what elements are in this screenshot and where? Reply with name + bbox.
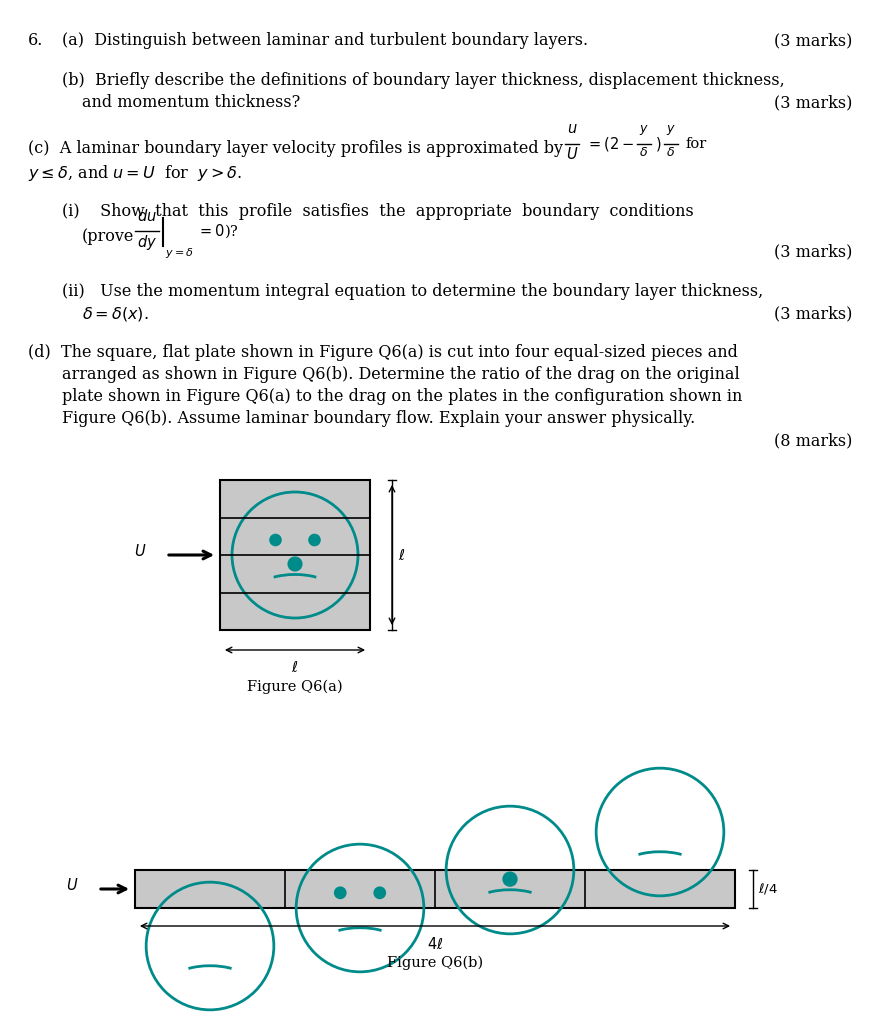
Circle shape (503, 871, 518, 887)
Text: (b)  Briefly describe the definitions of boundary layer thickness, displacement : (b) Briefly describe the definitions of … (62, 72, 785, 89)
Bar (220, 480, 370, 630)
Text: $U$: $U$ (566, 146, 578, 162)
Text: 6.: 6. (28, 32, 44, 49)
Text: $\delta$: $\delta$ (640, 146, 649, 159)
Text: Figure Q6(a): Figure Q6(a) (247, 680, 343, 694)
Text: $y\leq\delta$, and $u=U$  for  $y>\delta$.: $y\leq\delta$, and $u=U$ for $y>\delta$. (28, 163, 242, 183)
Text: $\delta$: $\delta$ (666, 146, 675, 159)
Text: $)$: $)$ (655, 135, 661, 153)
Text: $y$: $y$ (666, 123, 676, 137)
Text: (3 marks): (3 marks) (773, 32, 852, 49)
Circle shape (373, 887, 386, 899)
Text: (3 marks): (3 marks) (773, 305, 852, 322)
Text: Figure Q6(b): Figure Q6(b) (387, 956, 483, 971)
Text: $du$: $du$ (137, 208, 157, 224)
Circle shape (269, 534, 282, 546)
Text: $\delta=\delta(x)$.: $\delta=\delta(x)$. (82, 305, 149, 323)
Text: and momentum thickness?: and momentum thickness? (82, 94, 300, 111)
Circle shape (288, 556, 303, 571)
Text: $U$: $U$ (134, 543, 146, 559)
Circle shape (308, 534, 321, 546)
Text: (a)  Distinguish between laminar and turbulent boundary layers.: (a) Distinguish between laminar and turb… (62, 32, 588, 49)
Text: $y=\delta$: $y=\delta$ (165, 246, 194, 260)
Circle shape (334, 887, 347, 899)
Bar (135, 870, 735, 908)
Text: $4\ell$: $4\ell$ (427, 936, 443, 952)
Text: $y$: $y$ (639, 123, 649, 137)
Text: (3 marks): (3 marks) (773, 243, 852, 260)
Text: $= (2-$: $= (2-$ (586, 135, 634, 153)
Text: (prove: (prove (82, 228, 135, 245)
Text: (i)    Show  that  this  profile  satisfies  the  appropriate  boundary  conditi: (i) Show that this profile satisfies the… (62, 203, 694, 220)
Text: (8 marks): (8 marks) (773, 432, 852, 449)
Text: (c)  A laminar boundary layer velocity profiles is approximated by: (c) A laminar boundary layer velocity pr… (28, 140, 563, 157)
Text: $U$: $U$ (66, 877, 78, 893)
Text: for: for (685, 137, 707, 151)
Text: $= 0$)?: $= 0$)? (197, 222, 239, 240)
Text: $\ell$: $\ell$ (291, 660, 298, 675)
Text: $u$: $u$ (567, 122, 577, 136)
Text: (d)  The square, flat plate shown in Figure Q6(a) is cut into four equal-sized p: (d) The square, flat plate shown in Figu… (28, 344, 738, 361)
Text: $dy$: $dy$ (137, 233, 157, 252)
Text: plate shown in Figure Q6(a) to the drag on the plates in the configuration shown: plate shown in Figure Q6(a) to the drag … (62, 388, 742, 406)
Text: (3 marks): (3 marks) (773, 94, 852, 111)
Text: $\ell$: $\ell$ (398, 548, 405, 562)
Text: Figure Q6(b). Assume laminar boundary flow. Explain your answer physically.: Figure Q6(b). Assume laminar boundary fl… (62, 410, 695, 427)
Text: (ii)   Use the momentum integral equation to determine the boundary layer thickn: (ii) Use the momentum integral equation … (62, 283, 764, 300)
Text: arranged as shown in Figure Q6(b). Determine the ratio of the drag on the origin: arranged as shown in Figure Q6(b). Deter… (62, 366, 740, 383)
Text: $\ell/4$: $\ell/4$ (758, 882, 778, 896)
